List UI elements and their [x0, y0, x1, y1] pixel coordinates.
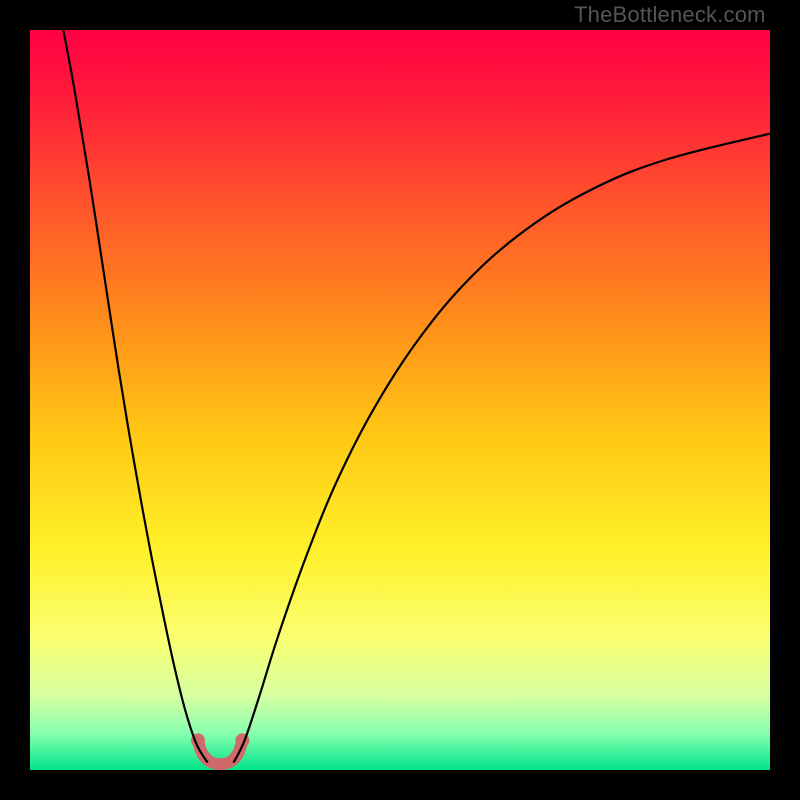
- chart-frame: [30, 30, 770, 770]
- bottleneck-chart: [30, 30, 770, 770]
- chart-background: [30, 30, 770, 770]
- watermark-text: TheBottleneck.com: [574, 2, 766, 28]
